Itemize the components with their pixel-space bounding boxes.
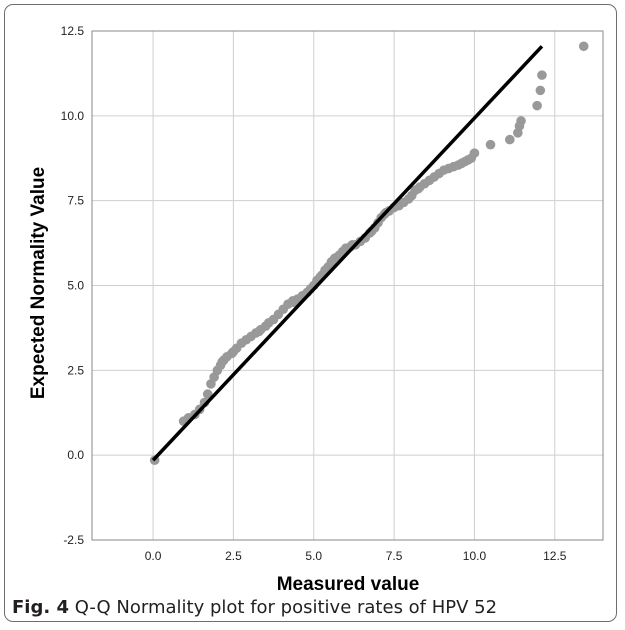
y-tick-label: 5.0 (67, 279, 84, 293)
data-point (485, 139, 496, 150)
data-point (516, 116, 526, 126)
x-tick-label: 12.5 (543, 549, 567, 563)
data-point (578, 41, 589, 52)
y-tick-label: 0.0 (67, 448, 84, 462)
y-axis-label: Expected Normality Value (28, 167, 49, 399)
y-tick-label: 2.5 (67, 363, 84, 377)
x-tick-labels: 0.0 2.5 5.0 7.5 10.0 12.5 (145, 549, 567, 563)
data-point (537, 70, 547, 80)
figure-caption: Fig. 4 Q-Q Normality plot for positive r… (12, 597, 497, 618)
data-point (535, 85, 546, 96)
x-tick-label: 7.5 (386, 549, 403, 563)
caption-text: Q-Q Normality plot for positive rates of… (74, 597, 498, 618)
y-tick-label: -2.5 (63, 533, 84, 547)
data-point (413, 183, 424, 194)
data-point (202, 389, 213, 399)
reference-line (151, 45, 544, 462)
y-tick-label: 10.0 (61, 109, 85, 123)
plot-area-frame (91, 30, 604, 541)
x-axis-label: Measured value (277, 574, 420, 595)
qq-plot-chart: -2.5 0.0 2.5 5.0 7.5 10.0 12.5 0.0 2.5 5.0 7.5 10.… (28, 24, 604, 595)
caption-label: Fig. 4 (12, 597, 69, 618)
figure-frame (4, 4, 617, 622)
data-point (228, 346, 239, 357)
data-point (504, 134, 515, 145)
x-tick-label: 2.5 (225, 549, 242, 563)
data-point (532, 100, 542, 111)
y-tick-labels: -2.5 0.0 2.5 5.0 7.5 10.0 12.5 (61, 24, 85, 547)
y-tick-label: 7.5 (67, 194, 84, 208)
x-tick-label: 0.0 (145, 549, 162, 563)
x-tick-label: 5.0 (305, 549, 322, 563)
data-points (149, 41, 589, 466)
y-tick-label: 12.5 (61, 24, 85, 38)
data-point (217, 357, 227, 367)
grid-lines (92, 30, 603, 541)
x-tick-label: 10.0 (463, 549, 487, 563)
data-point (469, 148, 480, 158)
data-point (254, 326, 264, 337)
